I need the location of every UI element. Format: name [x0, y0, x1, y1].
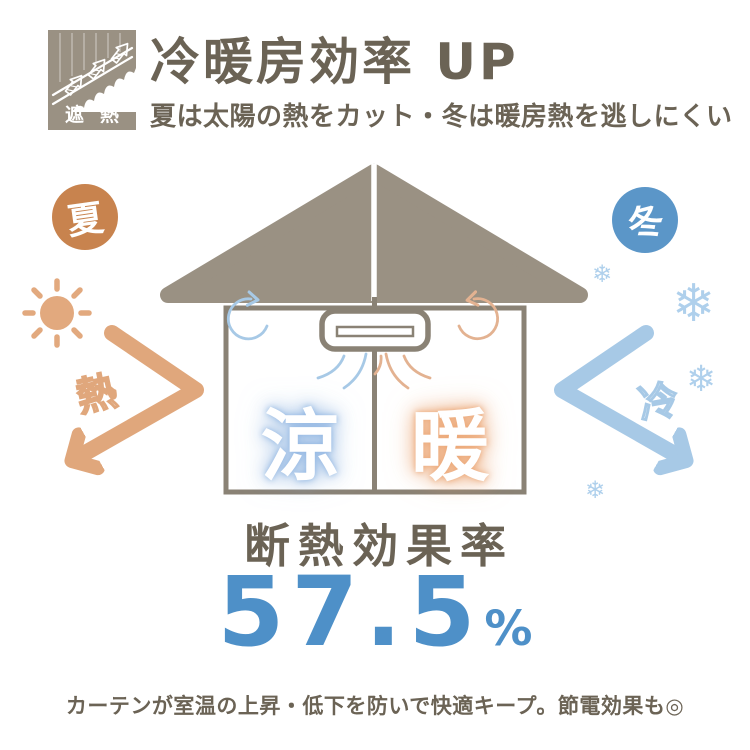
snowflake-icon: ❄	[686, 359, 717, 400]
page-subtitle: 夏は太陽の熱をカット・冬は暖房熱を逃しにくい	[150, 102, 733, 132]
snowflake-icon: ❄	[585, 476, 606, 504]
cold-bounce-arrow	[554, 325, 678, 456]
curtain-heat-shield-icon	[48, 30, 136, 130]
sun-icon	[22, 278, 92, 348]
snowflake-icon: ❄	[592, 260, 613, 288]
insulation-rate-unit: %	[484, 601, 533, 657]
heat-shield-badge: 遮熱	[48, 30, 136, 130]
footer-caption: カーテンが室温の上昇・低下を防いで快適キープ。節電効果も◎	[65, 694, 685, 718]
insulation-rate-value: 57.5	[217, 556, 483, 668]
cool-circulation-swirl-icon	[227, 299, 269, 341]
insulation-rate-value-row: 57.5 %	[0, 556, 750, 668]
heat-bounce-arrow	[80, 325, 204, 456]
winter-badge: 冬	[612, 187, 678, 253]
ac-airflow-lines	[316, 352, 432, 390]
insulation-rate-label: 断熱効果率	[244, 519, 514, 573]
warm-circulation-swirl-icon	[457, 299, 499, 341]
warm-room-label: 暖	[411, 402, 490, 492]
badge-label: 遮熱	[64, 104, 135, 126]
summer-badge-label: 夏	[64, 197, 107, 244]
snowflake-icon: ❄	[672, 274, 716, 334]
winter-badge-label: 冬	[623, 198, 669, 248]
air-conditioner-icon	[319, 308, 431, 352]
page-title: 冷暖房効率 UP	[150, 33, 519, 91]
summer-badge: 夏	[52, 184, 118, 250]
roof	[160, 164, 588, 303]
cool-room-label: 涼	[261, 402, 340, 492]
